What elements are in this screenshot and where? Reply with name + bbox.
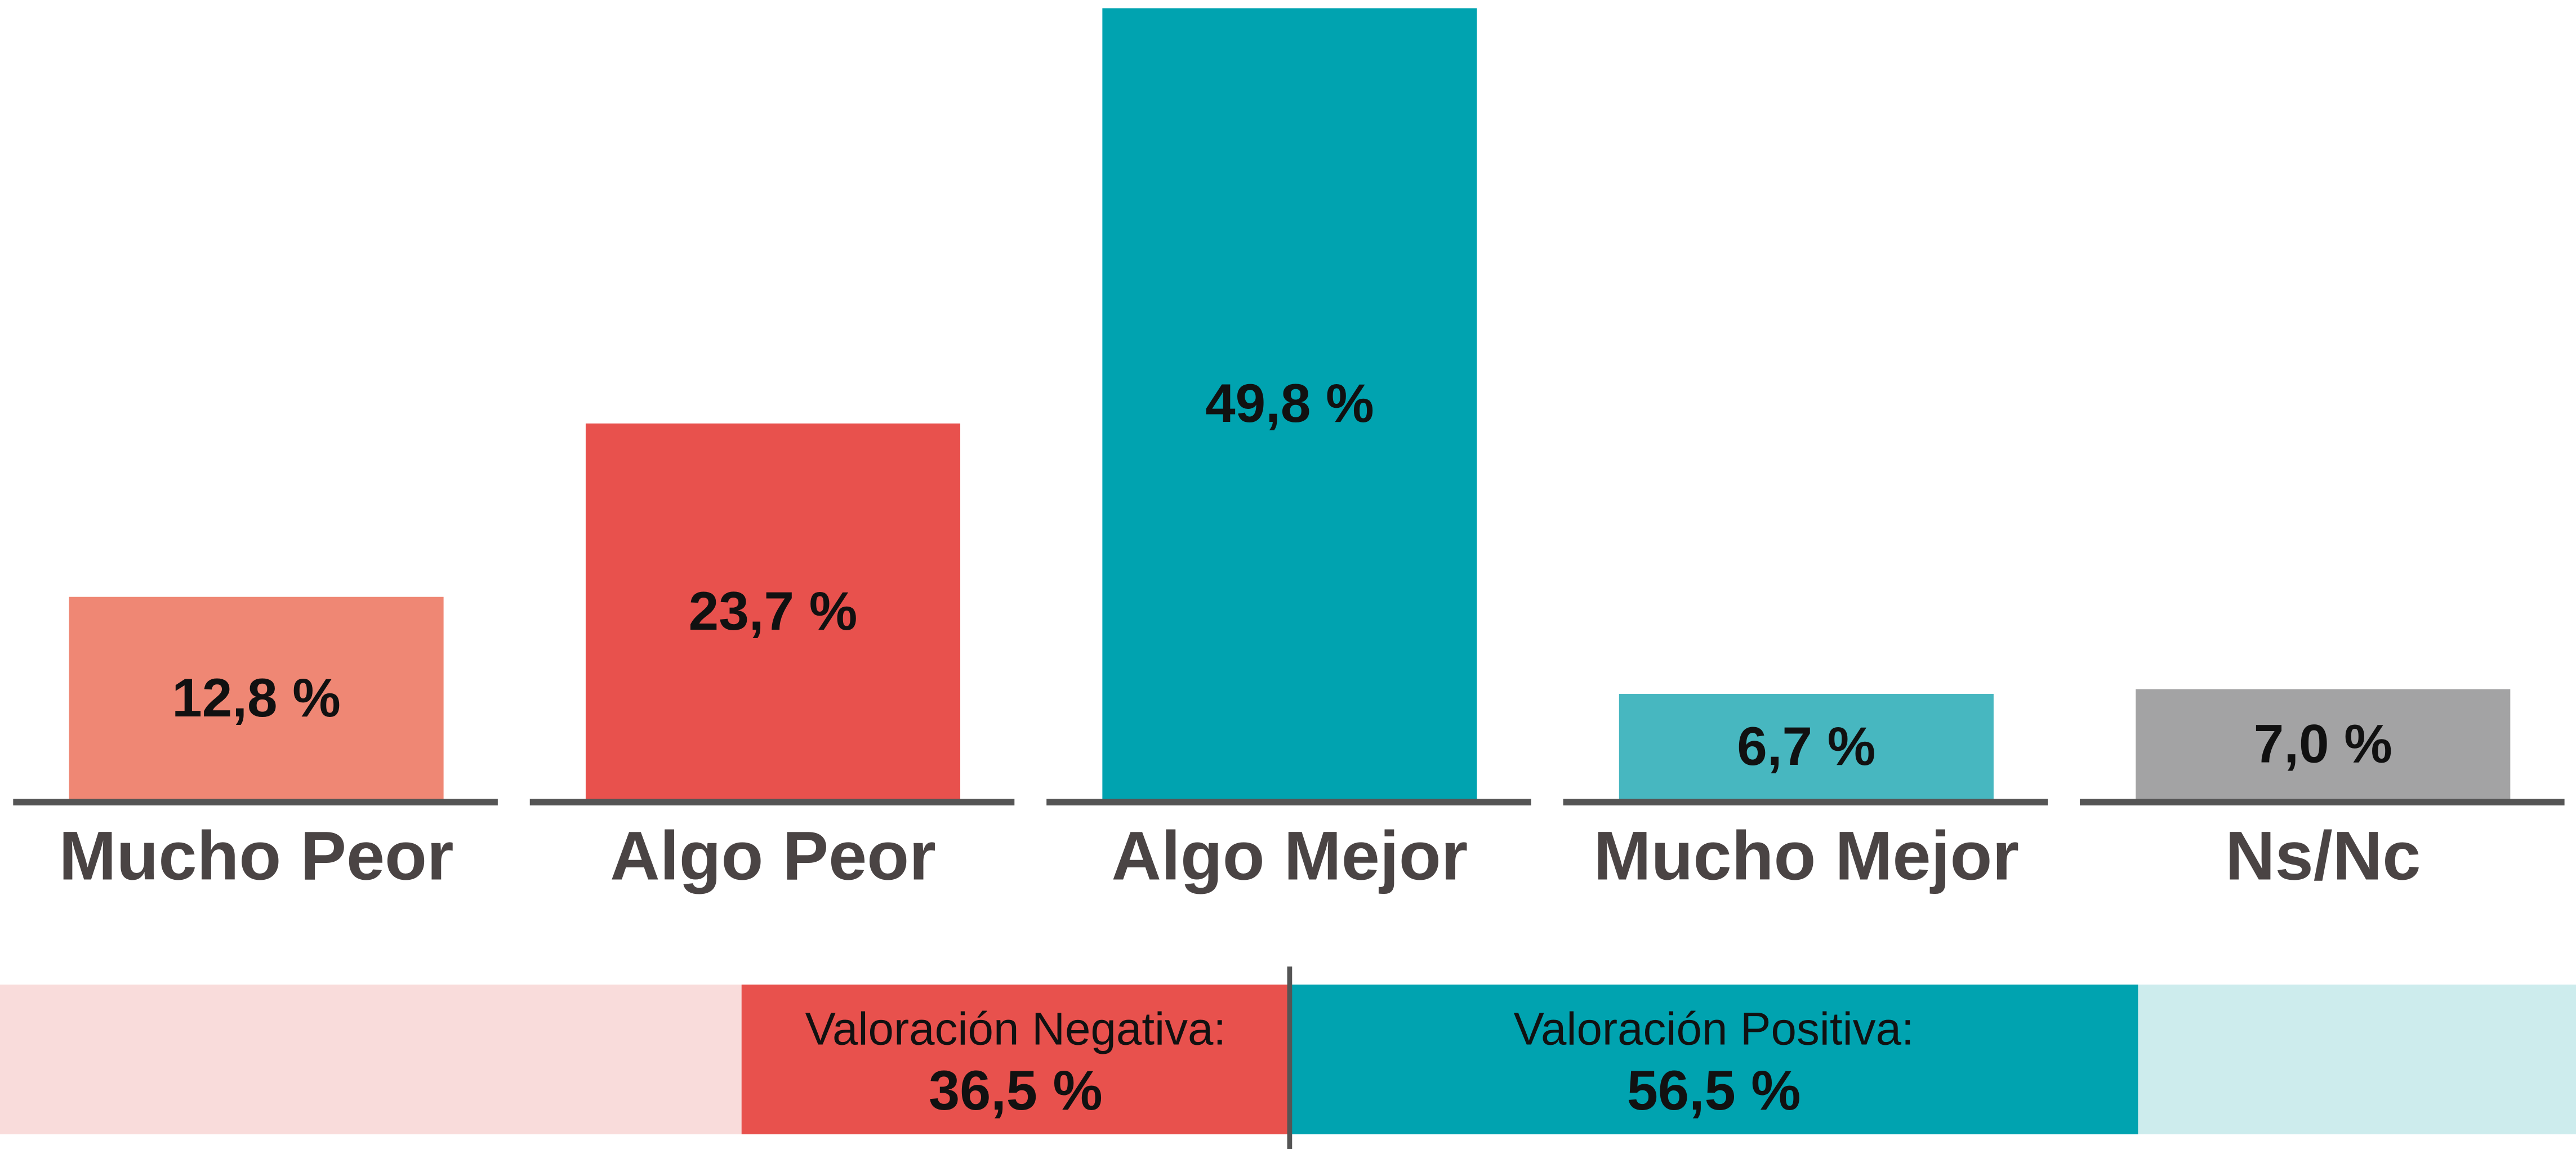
bar — [69, 596, 444, 801]
segment — [1289, 985, 2138, 1134]
value-label: 6,7 % — [1737, 716, 1875, 777]
value-label: 12,8 % — [172, 668, 341, 728]
category-label: Algo Mejor — [1111, 817, 1468, 894]
segment-name: Valoración Negativa: — [805, 1003, 1227, 1054]
category-label: Mucho Peor — [59, 817, 454, 894]
bar — [1619, 694, 1994, 801]
segment-value: 36,5 % — [929, 1059, 1103, 1122]
category-label: Algo Peor — [610, 817, 936, 894]
segment-value: 56,5 % — [1627, 1059, 1801, 1122]
category-label: Mucho Mejor — [1594, 817, 2019, 894]
value-label: 23,7 % — [689, 581, 858, 642]
bar — [1102, 8, 1477, 801]
value-label: 7,0 % — [2254, 714, 2392, 774]
segment-name: Valoración Positiva: — [1514, 1003, 1914, 1054]
segment — [741, 985, 1290, 1134]
category-label: Ns/Nc — [2225, 817, 2421, 894]
value-label: 49,8 % — [1205, 373, 1374, 434]
bar — [2136, 689, 2511, 801]
bar — [585, 423, 961, 801]
